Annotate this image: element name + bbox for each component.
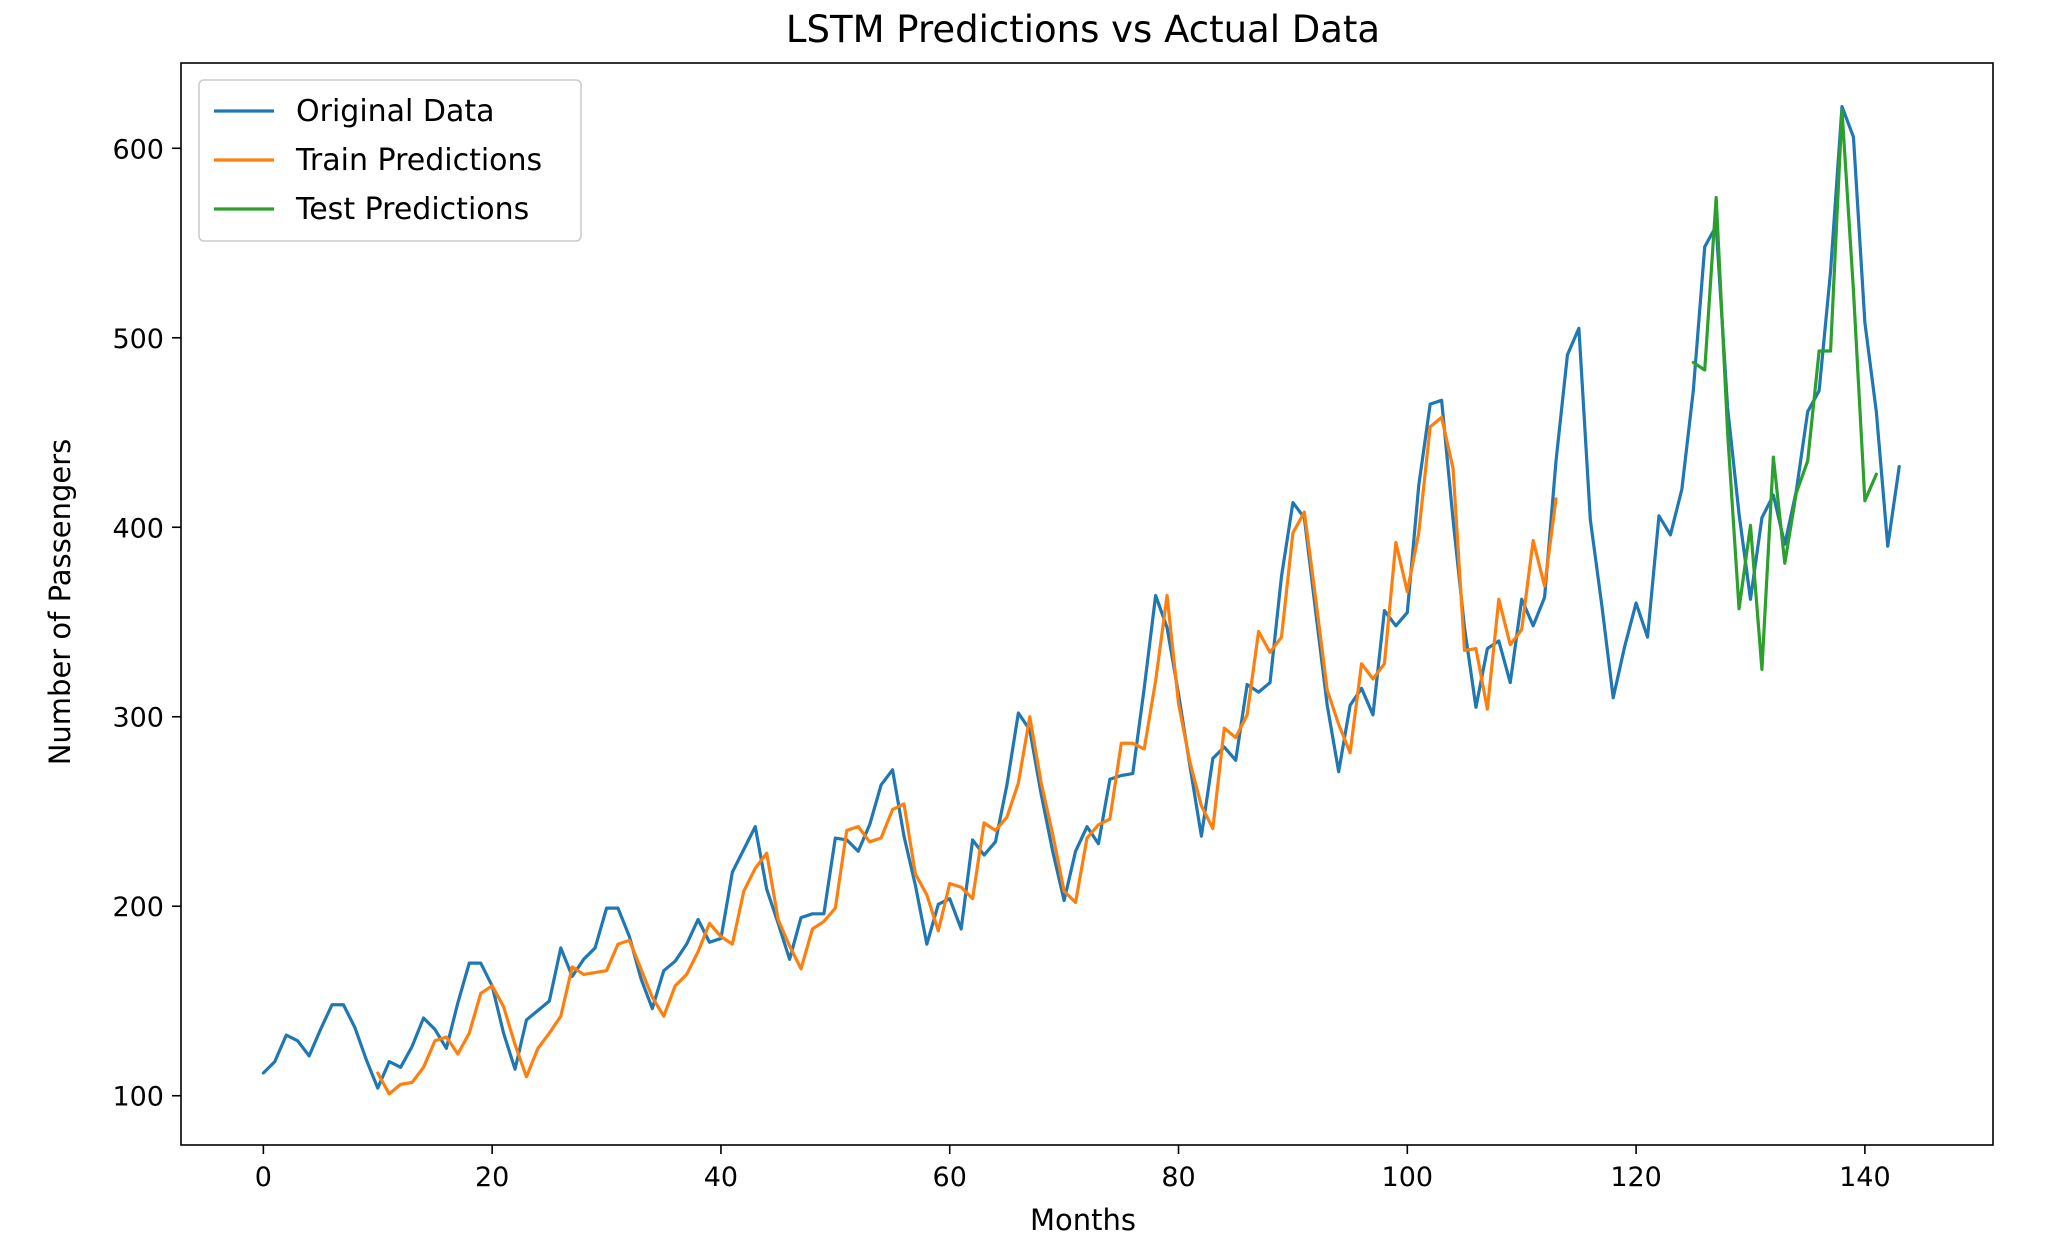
series-line-original-data (261, 104, 1901, 1090)
y-tick-label: 600 (112, 134, 164, 165)
y-axis: 100 200 300 400 500 600 (112, 134, 181, 1113)
y-tick-label: 400 (112, 513, 164, 544)
y-tick-label: 500 (112, 324, 164, 355)
legend-label: Original Data (296, 94, 495, 129)
x-axis: 0 20 40 60 80 100 120 140 (255, 1145, 1891, 1193)
chart-title: LSTM Predictions vs Actual Data (786, 8, 1380, 51)
x-tick-label: 20 (475, 1162, 509, 1193)
series-line-train-predictions (376, 415, 1558, 1096)
legend-label: Test Predictions (295, 192, 529, 227)
x-axis-label: Months (1030, 1203, 1136, 1237)
x-tick-label: 80 (1161, 1162, 1195, 1193)
y-tick-label: 300 (112, 703, 164, 734)
legend-label: Train Predictions (295, 143, 542, 178)
plot-area (180, 62, 1994, 1146)
legend-box (198, 79, 582, 242)
x-tick-label: 0 (255, 1162, 272, 1193)
y-tick-label: 200 (112, 892, 164, 923)
x-tick-label: 100 (1382, 1162, 1434, 1193)
x-tick-label: 60 (933, 1162, 967, 1193)
y-tick-label: 100 (112, 1082, 164, 1113)
y-axis-label: Number of Passengers (43, 439, 77, 766)
x-tick-label: 40 (704, 1162, 738, 1193)
series-line-test-predictions (1691, 108, 1878, 671)
plot-frame (180, 62, 1994, 1146)
legend: Original Data Train Predictions Test Predi… (198, 79, 582, 242)
series-layer (261, 104, 1901, 1096)
x-tick-label: 140 (1839, 1162, 1891, 1193)
x-tick-label: 120 (1610, 1162, 1662, 1193)
